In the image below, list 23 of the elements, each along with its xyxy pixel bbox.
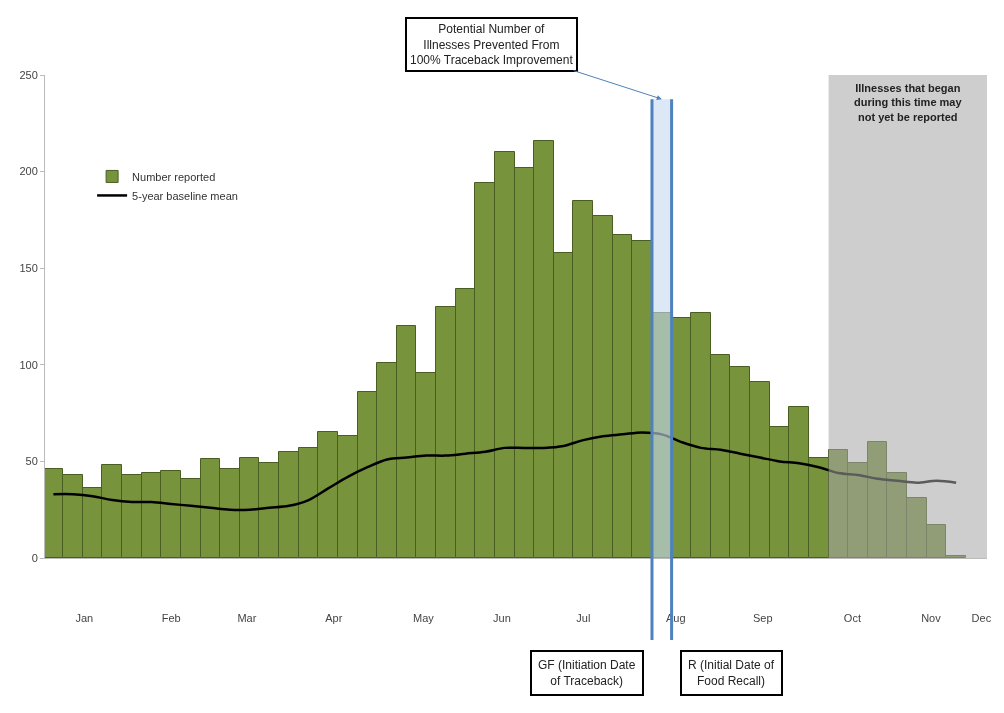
x-tick-label: Apr: [325, 612, 343, 625]
y-tick-label: 100: [19, 358, 38, 371]
x-tick-label: Oct: [843, 612, 861, 625]
x-tick-label: Mar: [237, 612, 257, 625]
legend-label: 5-year baseline mean: [132, 189, 238, 202]
y-tick-label: 0: [31, 551, 38, 564]
y-tick-label: 250: [19, 68, 38, 81]
x-tick-label: Dec: [971, 612, 992, 625]
band-label: Potential Number of Illnesses Prevented From 100% Traceback Improvement: [410, 22, 574, 68]
ref-line-label: R (Initial Date of Food Recall): [688, 658, 775, 688]
y-tick-label: 150: [19, 262, 38, 275]
ref-line-label: GF (Initiation Date of Traceback): [538, 658, 636, 688]
x-tick-label: Sep: [752, 612, 773, 625]
x-tick-label: Feb: [161, 612, 181, 625]
x-tick-label: Jan: [75, 612, 94, 625]
band-label: Illnesses that began during this time may not yet be reported: [854, 82, 963, 123]
legend-label: Number reported: [132, 170, 216, 183]
x-tick-label: Nov: [921, 612, 942, 625]
x-tick-label: May: [413, 612, 435, 625]
x-tick-label: Jul: [576, 612, 591, 625]
x-tick-label: Jun: [493, 612, 511, 625]
y-tick-label: 200: [19, 165, 38, 178]
y-tick-label: 50: [25, 455, 38, 468]
